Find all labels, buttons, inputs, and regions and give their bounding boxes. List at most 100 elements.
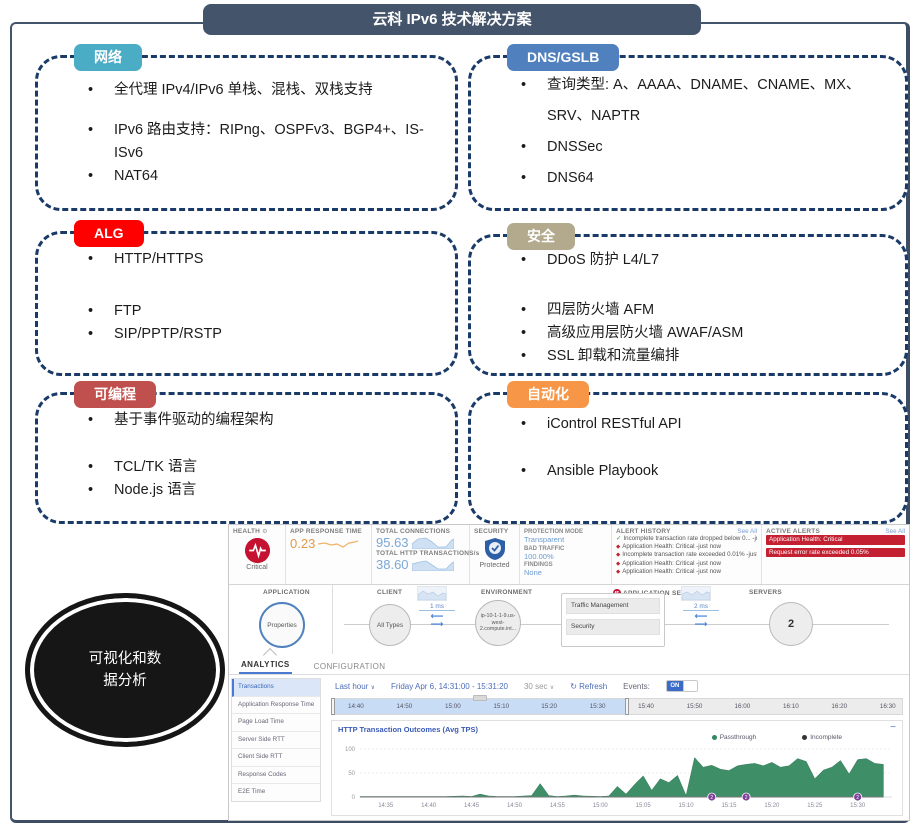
sidebar-item[interactable]: Client Side RTT — [232, 749, 320, 767]
tab-configuration[interactable]: CONFIGURATION — [313, 662, 386, 671]
feature-box-alg: ALG HTTP/HTTPS FTP SIP/PPTP/RSTP — [35, 220, 458, 376]
timeline-tick: 14:50 — [396, 703, 413, 710]
alert-history-text: Application Health: Critical -just now — [622, 567, 721, 575]
client-sparkline-thumb — [417, 586, 447, 601]
connections-panel: TOTAL CONNECTIONS 95.63 TOTAL HTTP TRANS… — [372, 525, 479, 584]
alert-history-item[interactable]: ✓ Incomplete transaction rate dropped bel… — [616, 535, 757, 543]
metrics-sidebar: Transactions Application Response Time Pag… — [231, 678, 321, 802]
timeline-selection[interactable] — [332, 699, 627, 714]
connections-sparkline — [411, 537, 454, 549]
active-alerts-see-all-link[interactable]: See All — [885, 528, 905, 535]
protection-mode-label: PROTECTION MODE — [524, 529, 584, 535]
ellipse-label-line2: 据分析 — [103, 673, 147, 689]
timeline-tick: 15:50 — [686, 703, 703, 710]
tab-analytics[interactable]: ANALYTICS — [239, 657, 292, 674]
bullet: 高级应用层防火墙 AWAF/ASM — [519, 322, 895, 345]
time-range-dropdown[interactable]: Last hour ∨ — [335, 681, 375, 691]
alert-history-item[interactable]: ◆ Incomplete transaction rate exceeded 0.… — [616, 551, 757, 559]
arrow-left-icon: ⟵ — [694, 611, 708, 621]
application-services-box[interactable]: Traffic Management Security — [561, 593, 665, 647]
server-sparkline-thumb — [681, 586, 711, 601]
alert-history-text: Incomplete transaction rate dropped belo… — [623, 535, 757, 542]
box-tab-security: 安全 — [507, 223, 575, 250]
arrow-right-icon: ⟶ — [694, 619, 708, 629]
active-alerts-panel: ACTIVE ALERTS See All Application Health… — [762, 525, 909, 584]
events-toggle-state: ON — [666, 681, 683, 691]
collapse-chart-icon[interactable]: − — [890, 722, 896, 733]
refresh-icon: ↻ — [570, 681, 577, 691]
legend-item[interactable]: Passthrough — [711, 734, 756, 741]
timeline-scrubber[interactable]: 14:40 14:50 15:00 15:10 15:20 15:30 15:40 15:50… — [331, 695, 903, 715]
check-icon: ✓ — [616, 535, 622, 542]
health-status: Critical — [246, 564, 268, 571]
legend-item[interactable]: Incomplete — [802, 734, 842, 741]
refresh-button[interactable]: ↻ Refresh — [570, 681, 608, 691]
alert-diamond-icon: ◆ — [616, 560, 621, 567]
client-latency: 1 ms — [419, 603, 455, 611]
bullet: DDoS 防护 L4/L7 — [519, 249, 895, 272]
alert-diamond-icon: ◆ — [616, 568, 621, 575]
feature-box-automation: 自动化 iControl RESTful API Ansible Playboo… — [468, 381, 908, 524]
bullet: 四层防火墙 AFM — [519, 299, 895, 322]
svg-text:0: 0 — [352, 795, 356, 801]
alert-diamond-icon: ◆ — [616, 552, 621, 559]
services-server-arrows: 2 ms ⟵ ⟶ — [683, 603, 719, 629]
active-alert-badge[interactable]: Application Health: Critical — [766, 535, 905, 545]
timeline-tick: 15:30 — [589, 703, 606, 710]
health-pulse-icon — [244, 538, 270, 563]
sidebar-item[interactable]: Application Response Time — [232, 696, 320, 714]
dashboard-tabs: ANALYTICS CONFIGURATION — [229, 654, 909, 675]
bullet: 全代理 IPv4/IPv6 单栈、混栈、双栈支持 — [86, 79, 445, 102]
alert-history-item[interactable]: ◆ Application Health: Critical -just now — [616, 568, 757, 576]
service-row[interactable]: Traffic Management — [566, 598, 660, 614]
bullet: Node.js 语言 — [86, 479, 445, 502]
timeline-right-handle[interactable] — [624, 698, 629, 715]
client-env-arrows: 1 ms ⟵ ⟶ — [419, 603, 455, 629]
alert-history-see-all-link[interactable]: See All — [737, 528, 757, 535]
alert-history-list: ✓ Incomplete transaction rate dropped bel… — [616, 535, 757, 576]
sidebar-item[interactable]: Page Load Time — [232, 714, 320, 732]
timeline-tick: 15:20 — [541, 703, 558, 710]
feature-box-network: 网络 全代理 IPv4/IPv6 单栈、混栈、双栈支持 IPv6 路由支持：RI… — [35, 44, 458, 211]
application-node[interactable]: Properties — [259, 602, 305, 648]
transaction-chart-panel: HTTP Transaction Outcomes (Avg TPS) − Pa… — [331, 720, 903, 816]
active-alert-badge[interactable]: Request error rate exceeded 0.05% — [766, 547, 905, 557]
sidebar-item[interactable]: Response Codes — [232, 766, 320, 784]
connections-value: 95.63 — [376, 535, 409, 550]
sidebar-item[interactable]: Server Side RTT — [232, 731, 320, 749]
servers-node[interactable]: 2 — [769, 602, 813, 646]
active-alerts-list: Application Health: Critical Request erro… — [766, 535, 905, 557]
server-latency: 2 ms — [683, 603, 719, 611]
service-row[interactable]: Security — [566, 619, 660, 635]
svg-text:14:45: 14:45 — [464, 803, 480, 809]
events-toggle[interactable]: ON — [665, 680, 698, 692]
svg-text:15:00: 15:00 — [593, 803, 609, 809]
analytics-main: Last hour ∨ Friday Apr 6, 14:31:00 - 15:… — [319, 675, 909, 820]
bullet: Ansible Playbook — [519, 460, 895, 483]
timeline-left-handle[interactable] — [331, 698, 335, 715]
page-title: 云科 IPv6 技术解决方案 — [203, 4, 701, 35]
svg-text:15:05: 15:05 — [636, 803, 652, 809]
alert-history-item[interactable]: ◆ Application Health: Critical -just now — [616, 543, 757, 551]
svg-text:15:20: 15:20 — [764, 803, 780, 809]
analytics-dashboard: HEALTH ⚙ Critical APP RESPONSE TIME 0.23 — [228, 524, 910, 821]
alert-history-item[interactable]: ◆ Application Health: Critical -just now — [616, 560, 757, 568]
gear-icon[interactable]: ⚙ — [262, 529, 268, 535]
interval-dropdown[interactable]: 30 sec ∨ — [523, 681, 555, 691]
bullet: DNSSec — [519, 132, 895, 163]
environment-node[interactable]: ip-10-1-1-9.us-west-2.compute.int... — [475, 600, 521, 646]
sidebar-item[interactable]: Transactions — [232, 679, 320, 697]
date-range-text: Friday Apr 6, 14:31:00 - 15:31:20 — [391, 681, 508, 691]
box-tab-programmable: 可编程 — [74, 381, 156, 408]
svg-text:50: 50 — [348, 771, 355, 777]
health-label: HEALTH — [233, 528, 261, 535]
svg-text:15:10: 15:10 — [679, 803, 695, 809]
ellipse-label-line1: 可视化和数 — [88, 651, 162, 667]
sidebar-item[interactable]: E2E Time — [232, 784, 320, 801]
timeline-drag-grip[interactable] — [473, 695, 488, 701]
box-tab-automation: 自动化 — [507, 381, 589, 408]
client-node[interactable]: All Types — [369, 604, 411, 646]
alert-history-panel: ALERT HISTORY See All ✓ Incomplete transa… — [612, 525, 762, 584]
application-column-label: APPLICATION — [263, 589, 310, 596]
timeline-tick: 15:00 — [444, 703, 461, 710]
